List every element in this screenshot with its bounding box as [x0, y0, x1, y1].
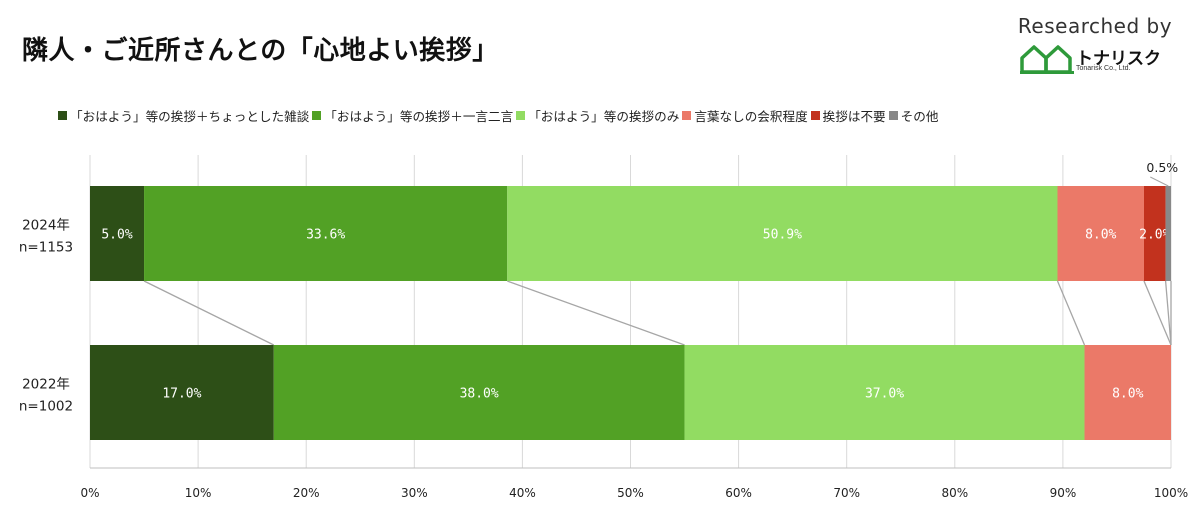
callout-leader-line [1150, 176, 1169, 187]
data-label: 5.0% [101, 228, 132, 243]
chart-legend: 「おはよう」等の挨拶＋ちょっとした雑談 「おはよう」等の挨拶＋一言二言 「おはよう」… [58, 106, 1192, 125]
series-connector-line [1056, 280, 1086, 346]
bar-segment [90, 345, 274, 440]
legend-item: 言葉なしの会釈程度 [682, 106, 808, 125]
x-tick-label: 70% [833, 486, 860, 500]
legend-label: 「おはよう」等の挨拶＋ちょっとした雑談 [70, 109, 310, 124]
x-tick-label: 30% [401, 486, 428, 500]
legend-label: 「おはよう」等の挨拶のみ [528, 109, 680, 124]
legend-swatch [810, 111, 820, 120]
category-label-line: n=1002 [19, 399, 73, 415]
legend-label: 挨拶は不要 [822, 109, 886, 124]
legend-item: 「おはよう」等の挨拶のみ [516, 106, 679, 125]
data-label: 33.6% [306, 228, 345, 243]
x-tick-label: 20% [293, 486, 320, 500]
series-connector-line [1164, 280, 1172, 346]
data-label: 8.0% [1085, 228, 1116, 243]
category-label: 2024年 n=1153 [19, 218, 73, 256]
legend-label: その他 [900, 109, 939, 124]
legend-swatch [312, 111, 322, 120]
x-tick-label: 90% [1050, 486, 1077, 500]
series-connector-line [1143, 280, 1172, 346]
legend-item: 「おはよう」等の挨拶＋ちょっとした雑談 [58, 106, 309, 125]
series-connector-line [507, 280, 685, 346]
category-label-line: 2022年 [22, 377, 70, 393]
legend-item: その他 [888, 106, 939, 125]
bar-segment [1084, 345, 1171, 440]
callout-label: 0.5% [1146, 160, 1178, 175]
house-logo-icon [1020, 45, 1074, 74]
legend-label: 言葉なしの会釈程度 [694, 109, 808, 124]
x-tick-label: 10% [185, 486, 212, 500]
x-tick-label: 100% [1154, 486, 1188, 500]
data-label: 38.0% [460, 387, 499, 402]
bar-segment [1057, 186, 1144, 281]
chart-title: 隣人・ご近所さんとの「心地よい挨拶」 [22, 36, 499, 66]
legend-swatch [888, 111, 898, 120]
bar-segment [273, 345, 685, 440]
researched-by-label: Researched by [1017, 14, 1173, 38]
series-connector-line [143, 280, 275, 346]
x-tick-label: 0% [80, 486, 99, 500]
legend-label: 「おはよう」等の挨拶＋一言二言 [324, 109, 514, 124]
x-tick-label: 40% [509, 486, 536, 500]
logo-text: トナリスク [1076, 49, 1161, 69]
bar-segment [1165, 186, 1171, 281]
bar-segment [144, 186, 508, 281]
category-label-line: 2024年 [22, 218, 70, 234]
bar-segment [90, 186, 145, 281]
tonarisk-logo: トナリスク Tonarisk Co., Ltd. [1010, 40, 1190, 80]
x-tick-label: 80% [941, 486, 968, 500]
logo-subtext: Tonarisk Co., Ltd. [1076, 65, 1131, 72]
bar-segment [684, 345, 1085, 440]
data-label: 37.0% [865, 387, 904, 402]
legend-item: 「おはよう」等の挨拶＋一言二言 [312, 106, 513, 125]
data-label: 8.0% [1112, 387, 1143, 402]
legend-item: 挨拶は不要 [810, 106, 886, 125]
legend-swatch [58, 111, 67, 120]
bar-segment [1143, 186, 1166, 281]
category-label: 2022年 n=1002 [19, 377, 73, 415]
legend-swatch [516, 111, 526, 120]
category-label-line: n=1153 [19, 240, 73, 256]
x-tick-label: 60% [725, 486, 752, 500]
data-label: 50.9% [763, 228, 802, 243]
data-label: 17.0% [162, 387, 201, 402]
legend-swatch [682, 111, 692, 120]
x-tick-label: 50% [617, 486, 644, 500]
brand-block: Researched by トナリスク Tonarisk Co., Ltd. [1010, 14, 1190, 80]
data-label: 2.0% [1139, 228, 1170, 243]
bar-segment [507, 186, 1058, 281]
